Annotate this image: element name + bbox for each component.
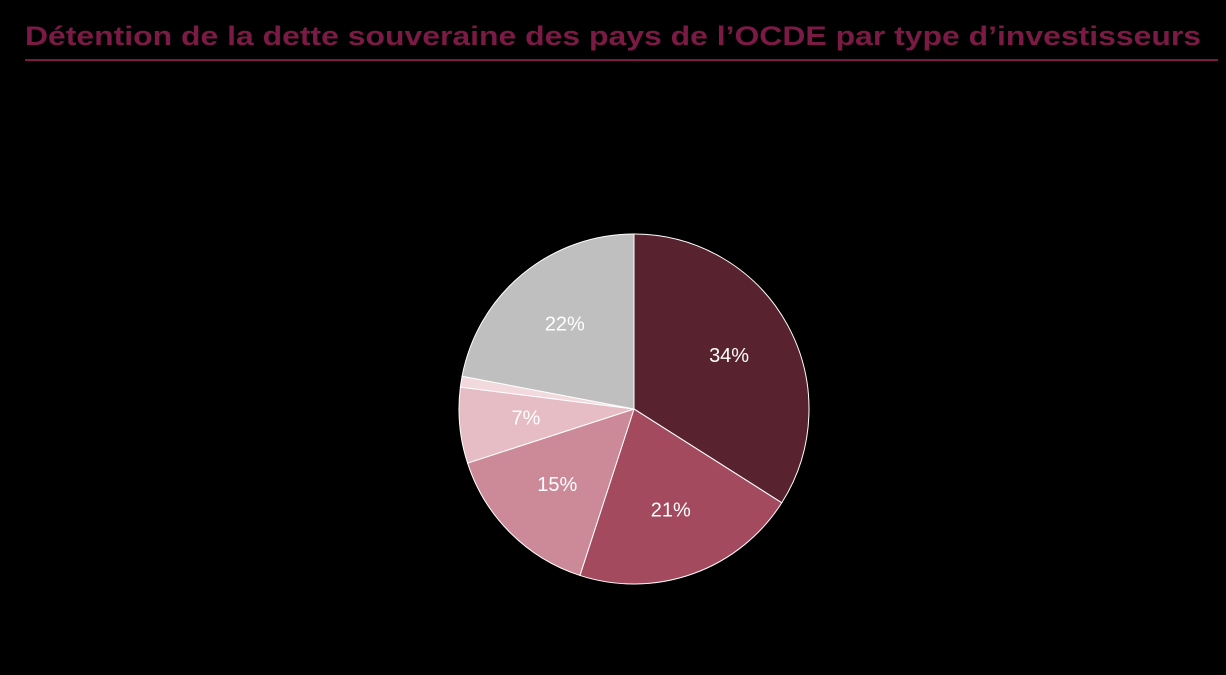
pie-slice (633, 233, 810, 504)
data-label: 34% (709, 345, 749, 367)
pie-slice (461, 233, 635, 410)
data-label: 22% (545, 314, 585, 336)
chart-title: Détention de la dette souveraine des pay… (25, 21, 1201, 51)
data-label: 15% (537, 474, 577, 496)
pie-slice (579, 408, 783, 585)
data-label: 7% (512, 407, 541, 429)
pie-slice (466, 408, 635, 577)
data-label: 21% (651, 499, 691, 521)
